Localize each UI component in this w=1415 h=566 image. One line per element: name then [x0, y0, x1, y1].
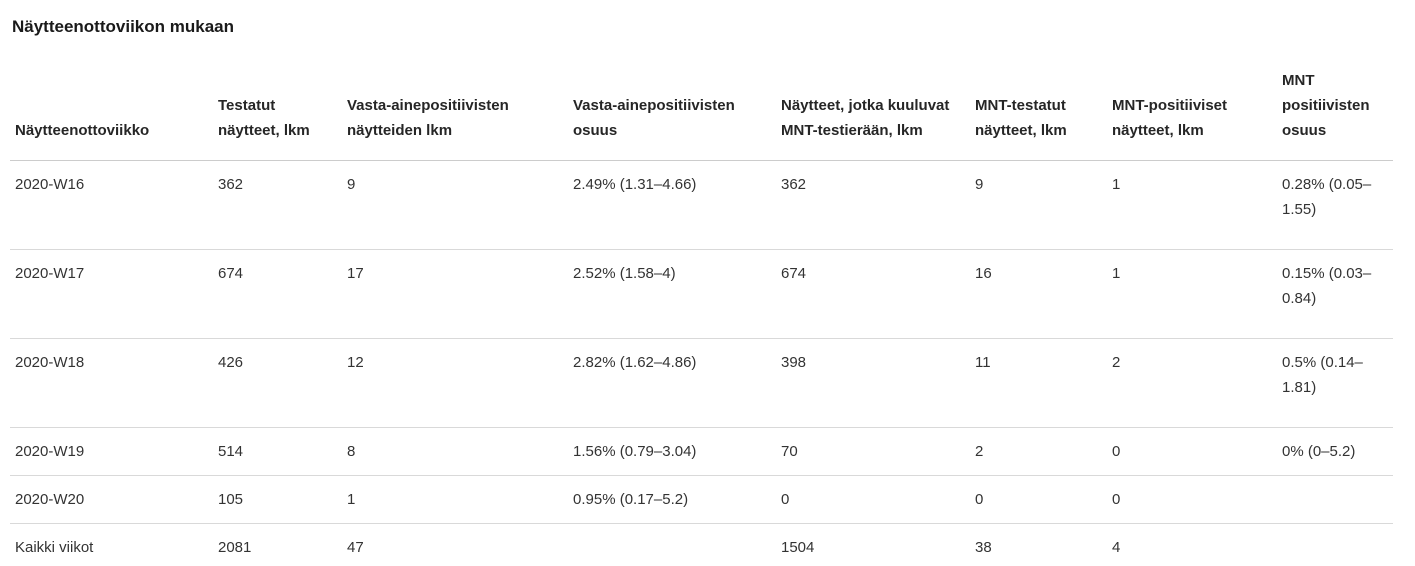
table-cell: 2020-W16 — [10, 160, 213, 250]
table-cell — [568, 524, 776, 566]
table-cell: 1.56% (0.79–3.04) — [568, 427, 776, 476]
table-cell: 16 — [970, 249, 1107, 339]
table-cell: 0 — [1107, 427, 1277, 476]
header-cell-mnt-positive-count: MNT-positiiviset näytteet, lkm — [1107, 38, 1277, 161]
table-cell: 674 — [776, 249, 970, 339]
header-row: Näytteenottoviikko Testatut näytteet, lk… — [10, 38, 1393, 161]
table-cell: Kaikki viikot — [15, 539, 94, 556]
header-cell-sampling-week: Näytteenottoviikko — [10, 38, 213, 161]
table-cell: 0 — [1107, 475, 1277, 524]
table-cell: 1 — [1107, 160, 1277, 250]
table-cell: 2.49% (1.31–4.66) — [568, 160, 776, 250]
table-cell — [1277, 475, 1393, 524]
header-cell-mnt-tested: MNT-testatut näytteet, lkm — [970, 38, 1107, 161]
table-cell: 12 — [342, 338, 568, 428]
header-cell-antibody-positive-count: Vasta-ainepositiivisten näytteiden lkm — [342, 38, 568, 161]
header-cell-tested-samples: Testatut näytteet, lkm — [213, 38, 342, 161]
table-cell: 674 — [213, 249, 342, 339]
table-cell: 4 — [1112, 539, 1121, 556]
table-cell: 2.82% (1.62–4.86) — [568, 338, 776, 428]
table-cell: 9 — [970, 160, 1107, 250]
table-cell: 0.28% (0.05–1.55) — [1277, 160, 1393, 250]
table-row: 2020-W16 362 9 2.49% (1.31–4.66) 362 9 1… — [10, 160, 1393, 250]
table-cell: 0.15% (0.03–0.84) — [1277, 249, 1393, 339]
table-cell: 1504 — [781, 539, 815, 556]
table-row-total: Kaikki viikot 2081 47 1504 38 4 — [10, 524, 1393, 566]
table-cell: 2.52% (1.58–4) — [568, 249, 776, 339]
page-title: Näytteenottoviikon mukaan — [12, 17, 234, 36]
table-cell: 70 — [776, 427, 970, 476]
table-cell: 1 — [342, 475, 568, 524]
table-cell: 398 — [776, 338, 970, 428]
table-cell: 2081 — [218, 539, 252, 556]
table-cell: 0 — [776, 475, 970, 524]
data-table: Näytteenottoviikko Testatut näytteet, lk… — [10, 38, 1393, 566]
table-cell: 8 — [342, 427, 568, 476]
table-cell: 2020-W19 — [10, 427, 213, 476]
table-cell: 426 — [213, 338, 342, 428]
table-cell: 0.95% (0.17–5.2) — [568, 475, 776, 524]
table-cell: 38 — [975, 539, 992, 556]
table-row: 2020-W17 674 17 2.52% (1.58–4) 674 16 1 … — [10, 249, 1393, 339]
table-cell: 0 — [970, 475, 1107, 524]
table-cell: 2020-W18 — [10, 338, 213, 428]
table-cell: 2 — [970, 427, 1107, 476]
table-row: 2020-W18 426 12 2.82% (1.62–4.86) 398 11… — [10, 338, 1393, 428]
table-cell: 2020-W20 — [10, 475, 213, 524]
table-cell: 0% (0–5.2) — [1277, 427, 1393, 476]
table-cell: 17 — [342, 249, 568, 339]
table-cell: 105 — [213, 475, 342, 524]
header-cell-mnt-positive-share: MNT positiivisten osuus — [1277, 38, 1393, 161]
table-cell: 9 — [342, 160, 568, 250]
table-cell: 0.5% (0.14–1.81) — [1277, 338, 1393, 428]
header-cell-mnt-batch-samples: Näytteet, jotka kuuluvat MNT-testierään,… — [776, 38, 970, 161]
table-cell: 362 — [213, 160, 342, 250]
table-cell: 2020-W17 — [10, 249, 213, 339]
table-cell: 1 — [1107, 249, 1277, 339]
table-row: 2020-W20 105 1 0.95% (0.17–5.2) 0 0 0 — [10, 475, 1393, 524]
table-cell: 514 — [213, 427, 342, 476]
header-cell-antibody-positive-share: Vasta-ainepositiivisten osuus — [568, 38, 776, 161]
table-cell — [1277, 524, 1393, 566]
table-cell: 2 — [1107, 338, 1277, 428]
table-cell: 11 — [970, 338, 1107, 428]
table-cell: 47 — [347, 539, 364, 556]
table-cell: 362 — [776, 160, 970, 250]
table-row: 2020-W19 514 8 1.56% (0.79–3.04) 70 2 0 … — [10, 427, 1393, 476]
